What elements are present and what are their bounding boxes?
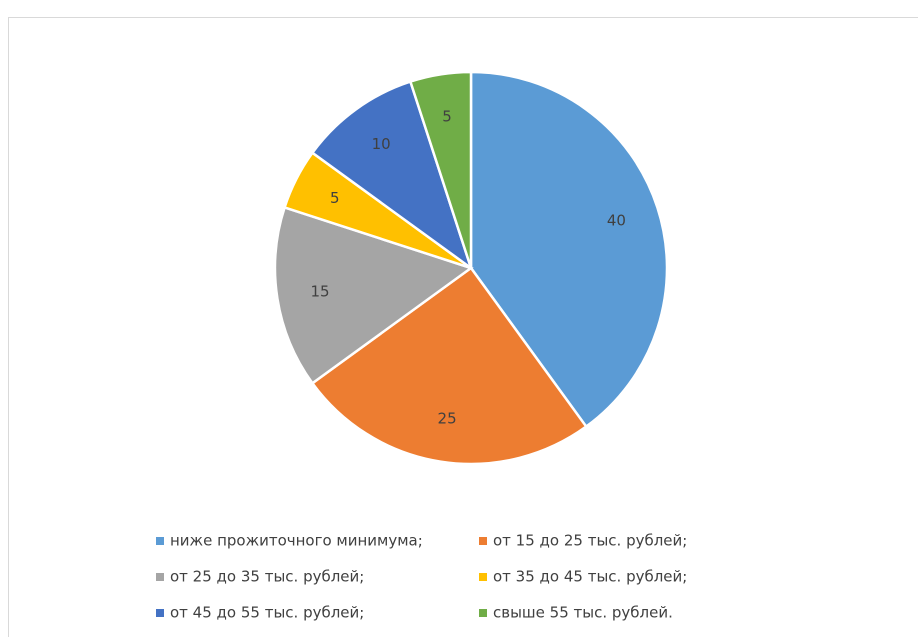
legend-label: от 25 до 35 тыс. рублей;: [170, 568, 364, 586]
legend-swatch: [479, 537, 487, 545]
pie-slice: [408, 70, 473, 269]
legend-label: ниже прожиточного минимума;: [170, 532, 423, 550]
data-label: 40: [607, 211, 626, 229]
data-label: 15: [310, 282, 329, 300]
pie-slice: [469, 70, 669, 429]
legend-swatch: [479, 609, 487, 617]
data-label: 5: [330, 189, 340, 207]
legend-label: от 45 до 55 тыс. рублей;: [170, 604, 364, 622]
legend-swatch: [479, 573, 487, 581]
pie-slice: [310, 266, 588, 466]
legend-swatch: [156, 609, 164, 617]
legend-label: от 35 до 45 тыс. рублей;: [493, 568, 687, 586]
legend-swatch: [156, 573, 164, 581]
data-label: 25: [438, 409, 457, 427]
pie-slice: [273, 205, 474, 385]
legend-label: свыше 55 тыс. рублей.: [493, 604, 673, 622]
legend-swatch: [156, 537, 164, 545]
data-label: 10: [372, 135, 391, 153]
legend-label: от 15 до 25 тыс. рублей;: [493, 532, 687, 550]
pie-slice: [310, 80, 474, 272]
data-label: 5: [442, 108, 452, 126]
